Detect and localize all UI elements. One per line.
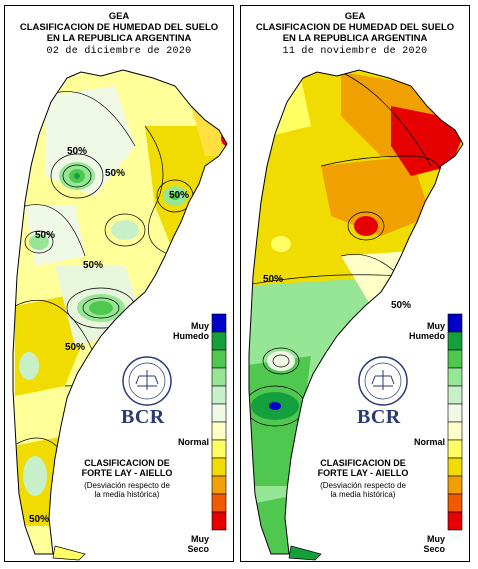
legend-wet-label: Muy Humedo [173, 321, 209, 341]
legend-swatch [447, 349, 463, 369]
legend-wet-label: Muy Humedo [409, 321, 445, 341]
bcr-logo-text: BCR [357, 406, 401, 428]
legend-swatch [211, 385, 227, 405]
legend-swatch [211, 403, 227, 423]
contour-label: 50% [83, 260, 103, 271]
classification-label: CLASIFICACION DE FORTE LAY - AIELLO [81, 458, 173, 478]
legend-swatch [447, 385, 463, 405]
legend-dry-label: Muy Seco [187, 534, 209, 554]
tierra-del-fuego [52, 545, 86, 561]
map-panel-dec: 50% 50% 50% 50% 50% 50% 50% GEA CLASIFIC… [4, 5, 234, 562]
legend-swatch [447, 331, 463, 351]
classification-label: CLASIFICACION DE FORTE LAY - AIELLO [317, 458, 409, 478]
contour-label: 50% [29, 514, 49, 525]
map-title-line2: EN LA REPUBLICA ARGENTINA [46, 33, 192, 44]
legend-swatch [447, 511, 463, 531]
legend-swatch [447, 457, 463, 477]
legend-swatch [211, 493, 227, 513]
contour-label: 50% [169, 190, 189, 201]
legend-swatch [211, 421, 227, 441]
legend-normal-label: Normal [177, 437, 209, 447]
legend-swatch [211, 349, 227, 369]
contour-label: 50% [35, 230, 55, 241]
legend-swatch [211, 367, 227, 387]
contour-label: 50% [263, 274, 283, 285]
argentina-map-nov: 50% 50% [248, 69, 464, 561]
legend-dry-label: Muy Seco [423, 534, 445, 554]
map-panel-nov: 50% 50% GEA CLASIFICACION DE HUMEDAD DEL… [240, 5, 470, 562]
bcr-logo-text: BCR [121, 406, 165, 428]
argentina-map-dec: 50% 50% 50% 50% 50% 50% 50% [12, 69, 228, 561]
map-date: 02 de diciembre de 2020 [46, 46, 192, 57]
tierra-del-fuego [288, 545, 322, 561]
legend-swatch [211, 313, 227, 333]
contour-label: 50% [391, 300, 411, 311]
org-label: GEA [344, 11, 366, 22]
legend-swatch [211, 475, 227, 495]
map-title-line1: CLASIFICACION DE HUMEDAD DEL SUELO [19, 22, 219, 33]
legend-swatch [211, 331, 227, 351]
legend-swatch [447, 493, 463, 513]
map-title-line2: EN LA REPUBLICA ARGENTINA [282, 33, 428, 44]
contour-label: 50% [105, 168, 125, 179]
contour-label: 50% [65, 342, 85, 353]
deviation-note: (Desviación respecto de la media históric… [320, 481, 406, 499]
legend-swatch [211, 439, 227, 459]
contour-label: 50% [67, 146, 87, 157]
legend-swatch [211, 457, 227, 477]
legend-swatch [447, 439, 463, 459]
legend-swatch [447, 421, 463, 441]
legend-normal-label: Normal [413, 437, 445, 447]
contour-lines [13, 91, 194, 527]
bcr-seal-icon [358, 356, 408, 406]
legend-swatch [447, 367, 463, 387]
bcr-seal-icon [122, 356, 172, 406]
legend-swatch [447, 475, 463, 495]
map-date: 11 de noviembre de 2020 [282, 46, 428, 57]
deviation-note: (Desviación respecto de la media históric… [84, 481, 170, 499]
legend-swatch [447, 313, 463, 333]
legend-swatch [211, 511, 227, 531]
map-title-line1: CLASIFICACION DE HUMEDAD DEL SUELO [255, 22, 455, 33]
org-label: GEA [108, 11, 130, 22]
legend-colorbar [447, 313, 463, 531]
legend-colorbar [211, 313, 227, 531]
legend-swatch [447, 403, 463, 423]
